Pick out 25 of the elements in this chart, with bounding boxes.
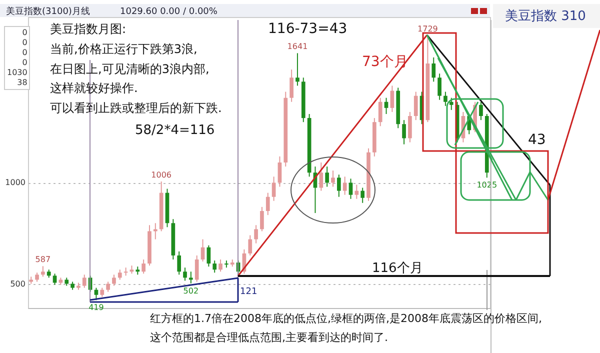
annotation: 58/2*4=116	[135, 123, 215, 138]
text: 这个范围都是合理低点范围,主要看到达的时间了.	[150, 331, 388, 344]
annotation: 1025	[476, 180, 498, 190]
annotation: 419	[88, 303, 104, 312]
annotation: 121	[240, 287, 258, 297]
annotation: 1006	[151, 170, 172, 180]
text: 0 0 0 0 1030 38	[4, 26, 30, 90]
annotation: 1729	[418, 24, 438, 34]
text: 红方框的1.7倍在2008年底的低点位,绿框的两倍,是2008年底震荡区的价格区间,	[150, 312, 542, 325]
annotation: 在日图上,可见清晰的3浪内部,	[50, 62, 210, 76]
annotation: 这样就较好操作.	[50, 81, 138, 95]
annotation: 当前,价格正运行下跌第3浪,	[50, 42, 198, 56]
text: 1029.60 0.00 / 0.00%	[120, 7, 218, 17]
y-tick-label: 500	[10, 279, 26, 288]
y-tick-label: 1000	[5, 178, 26, 188]
annotation: 587	[35, 255, 51, 264]
annotation: 502	[183, 286, 199, 296]
text: 美豆指数(3100)月线	[6, 7, 90, 17]
annotation: 1641	[287, 42, 308, 52]
text: 43	[528, 132, 546, 148]
text: 美豆指数 310	[505, 9, 586, 24]
annotation: 116个月	[372, 261, 423, 276]
annotation: 116-73=43	[268, 21, 348, 37]
annotation: 可以看到止跌或整理后的新下跌.	[50, 101, 222, 115]
annotation: 美豆指数月图:	[50, 22, 126, 36]
